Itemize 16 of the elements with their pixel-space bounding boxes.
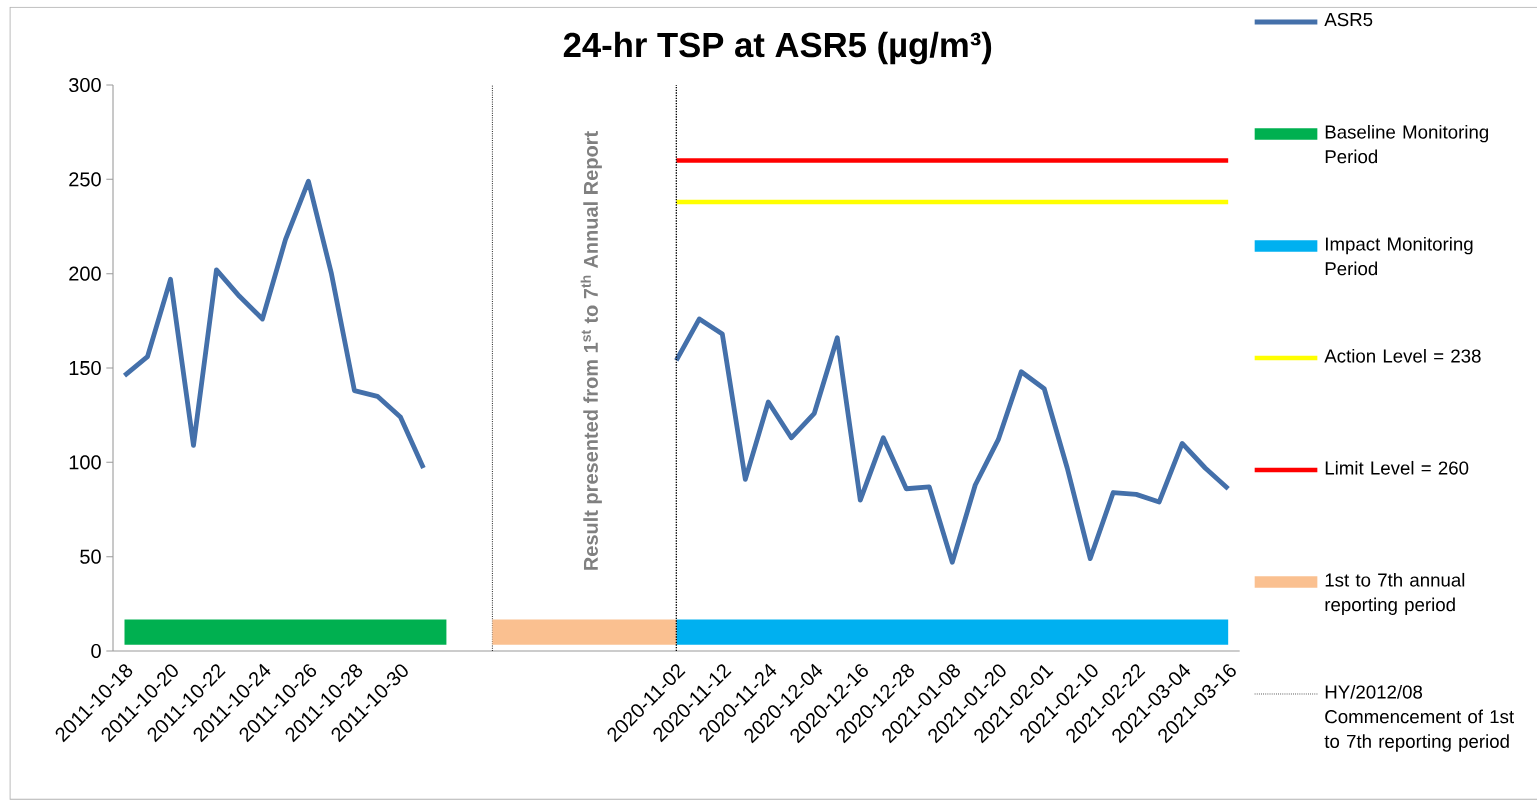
legend-label: Limit Level = 260 xyxy=(1325,460,1469,475)
y-tick-label: 250 xyxy=(69,172,101,187)
legend-label: ASR5 xyxy=(1324,12,1373,27)
y-tick-label: 50 xyxy=(80,549,101,564)
y-tick-label: 200 xyxy=(69,266,101,281)
legend-label: 1st to 7th annual reporting period xyxy=(1325,572,1465,615)
legend-label: Baseline Monitoring Period xyxy=(1325,124,1489,164)
annotation: Result presented from 1$^{st}$ to 7$^{th}$ Annual Report xyxy=(580,131,602,570)
legend-label: Impact Monitoring Period xyxy=(1325,236,1473,276)
y-tick-label: 100 xyxy=(69,455,101,470)
y-tick-label: 150 xyxy=(69,360,101,376)
legend-label: Action Level = 238 xyxy=(1324,348,1481,363)
legend-label: HY/2012/08 Commencement of 1st to 7th reporting period xyxy=(1324,684,1514,752)
y-tick-label: 300 xyxy=(69,77,101,93)
y-tick-label: 0 xyxy=(91,643,101,659)
chart-title: 24-hr TSP at ASR5 (µg/m³) xyxy=(563,31,992,65)
